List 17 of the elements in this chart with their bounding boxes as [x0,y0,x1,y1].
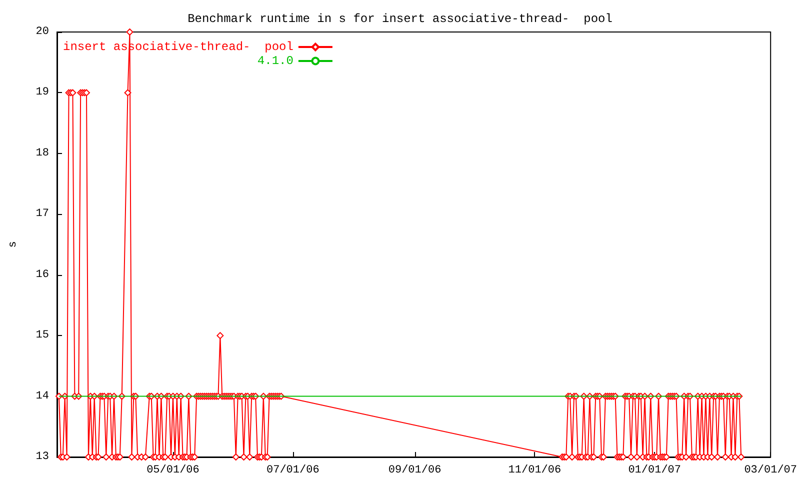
y-tick-label: 15 [36,330,49,342]
y-tick-label: 20 [36,26,49,38]
y-tick-label: 19 [36,86,49,99]
x-tick-label: 05/01/06 [146,464,200,476]
x-tick-label: 07/01/06 [266,464,320,476]
legend-label: 4.1.0 [257,54,294,68]
x-tick-label: 01/01/07 [628,464,682,476]
y-tick-label: 18 [36,147,49,160]
y-tick-label: 13 [36,451,49,463]
chart-title: Benchmark runtime in s for insert associative-thread- pool [188,12,612,26]
x-tick-label: 09/01/06 [388,464,442,476]
y-tick-label: 17 [36,208,49,220]
x-tick-label: 11/01/06 [508,464,562,476]
y-axis-title: s [8,241,20,248]
y-tick-label: 14 [36,390,50,402]
x-tick-label: 03/01/07 [744,464,797,476]
y-tick-label: 16 [36,268,49,281]
